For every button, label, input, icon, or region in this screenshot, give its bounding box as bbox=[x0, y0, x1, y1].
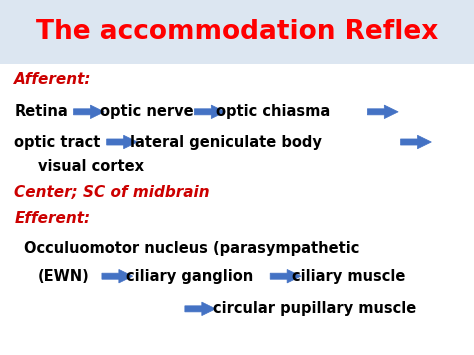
Text: The accommodation Reflex: The accommodation Reflex bbox=[36, 19, 438, 45]
Text: Center; SC of midbrain: Center; SC of midbrain bbox=[14, 185, 210, 200]
Polygon shape bbox=[270, 269, 301, 283]
Text: optic tract: optic tract bbox=[14, 135, 100, 149]
Text: lateral geniculate body: lateral geniculate body bbox=[130, 135, 322, 149]
Text: (EWN): (EWN) bbox=[38, 269, 90, 284]
Polygon shape bbox=[102, 269, 133, 283]
Text: Retina: Retina bbox=[14, 104, 68, 119]
Text: optic chiasma: optic chiasma bbox=[216, 104, 330, 119]
Polygon shape bbox=[367, 105, 398, 119]
Text: circular pupillary muscle: circular pupillary muscle bbox=[213, 301, 417, 316]
Text: ciliary muscle: ciliary muscle bbox=[292, 269, 405, 284]
Text: optic nerve: optic nerve bbox=[100, 104, 193, 119]
Polygon shape bbox=[73, 105, 104, 119]
Text: visual cortex: visual cortex bbox=[38, 159, 144, 174]
FancyBboxPatch shape bbox=[0, 0, 474, 64]
Polygon shape bbox=[107, 135, 137, 149]
Text: Afferent:: Afferent: bbox=[14, 72, 92, 87]
Text: Occuluomotor nucleus (parasympathetic: Occuluomotor nucleus (parasympathetic bbox=[24, 241, 359, 256]
Text: ciliary ganglion: ciliary ganglion bbox=[126, 269, 253, 284]
Polygon shape bbox=[401, 135, 431, 149]
Text: Efferent:: Efferent: bbox=[14, 211, 91, 226]
Polygon shape bbox=[194, 105, 225, 119]
Polygon shape bbox=[185, 302, 216, 316]
